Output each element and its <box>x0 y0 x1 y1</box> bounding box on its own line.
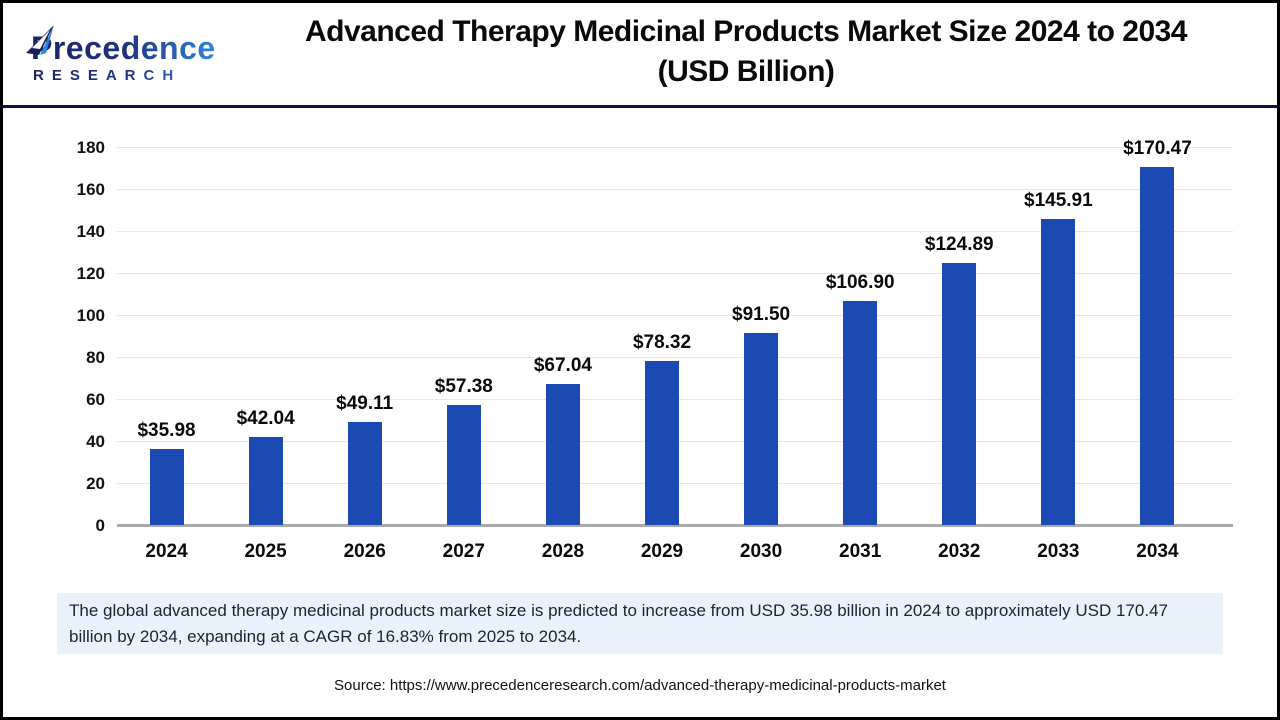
logo-wordmark: Precedence <box>31 29 216 66</box>
x-axis-label-2030: 2030 <box>739 541 783 562</box>
bar-2033 <box>1041 218 1076 525</box>
y-axis-tick-140: 140 <box>76 222 105 241</box>
x-axis-label-2024: 2024 <box>145 541 188 562</box>
bar-2024 <box>149 449 184 525</box>
logo-subtitle: RESEARCH <box>33 67 215 85</box>
bar-2029 <box>645 360 679 525</box>
gridline-140 <box>117 230 1233 232</box>
x-axis-label-2028: 2028 <box>541 541 585 562</box>
y-axis-tick-100: 100 <box>76 306 105 325</box>
gridline-80 <box>117 356 1233 358</box>
x-axis-label-2025: 2025 <box>244 541 287 562</box>
bar-value-2033: $145.91 <box>1024 189 1093 211</box>
x-axis-label-2033: 2033 <box>1037 541 1080 562</box>
bar-2034 <box>1140 167 1175 525</box>
bar-2028 <box>545 384 580 525</box>
y-axis-tick-120: 120 <box>76 264 105 283</box>
gridline-160 <box>117 188 1233 190</box>
bar-value-2031: $106.90 <box>825 271 895 293</box>
bar-value-2028: $67.04 <box>533 355 592 377</box>
y-axis-tick-20: 20 <box>86 474 105 493</box>
y-axis-tick-180: 180 <box>76 138 105 157</box>
header: Precedence RESEARCH Advanced Therapy Med… <box>3 3 1277 108</box>
chart-title-block: Advanced Therapy Medicinal Products Mark… <box>215 12 1277 96</box>
gridline-180 <box>117 146 1233 148</box>
y-axis-tick-0: 0 <box>95 516 105 535</box>
bar-2026 <box>347 421 382 525</box>
bar-2027 <box>446 404 481 525</box>
x-axis-label-2029: 2029 <box>640 541 684 562</box>
x-axis-line <box>117 524 1233 527</box>
bar-value-2032: $124.89 <box>924 233 994 255</box>
source-line: Source: https://www.precedenceresearch.c… <box>334 677 946 694</box>
x-axis-label-2027: 2027 <box>442 541 485 562</box>
bar-value-2026: $49.11 <box>336 392 394 414</box>
bar-value-2034: $170.47 <box>1123 138 1192 159</box>
bar-value-2030: $91.50 <box>732 303 791 325</box>
bar-value-2027: $57.38 <box>434 375 493 397</box>
chart-title-line1: Advanced Therapy Medicinal Products Mark… <box>304 15 1188 48</box>
x-axis-label-2031: 2031 <box>839 541 882 562</box>
y-axis-tick-80: 80 <box>86 348 105 367</box>
x-axis-label-2032: 2032 <box>938 541 981 562</box>
bar-value-2025: $42.04 <box>236 407 295 429</box>
y-axis-tick-60: 60 <box>86 390 105 409</box>
bar-value-2029: $78.32 <box>632 331 692 353</box>
chart-title-line2: (USD Billion) <box>657 55 835 88</box>
summary-note: The global advanced therapy medicinal pr… <box>57 593 1223 654</box>
y-axis-tick-160: 160 <box>76 180 105 199</box>
bar-2025 <box>248 436 283 525</box>
x-axis-label-2026: 2026 <box>343 541 386 562</box>
bar-2032 <box>942 262 977 525</box>
bar-2031 <box>843 300 878 525</box>
bar-2030 <box>744 332 779 525</box>
gridline-120 <box>117 272 1233 274</box>
x-axis-label-2034: 2034 <box>1136 541 1179 562</box>
gridline-100 <box>117 314 1233 316</box>
precedence-research-logo: Precedence RESEARCH <box>3 24 215 85</box>
y-axis-tick-40: 40 <box>86 432 105 451</box>
bar-value-2024: $35.98 <box>137 420 196 442</box>
